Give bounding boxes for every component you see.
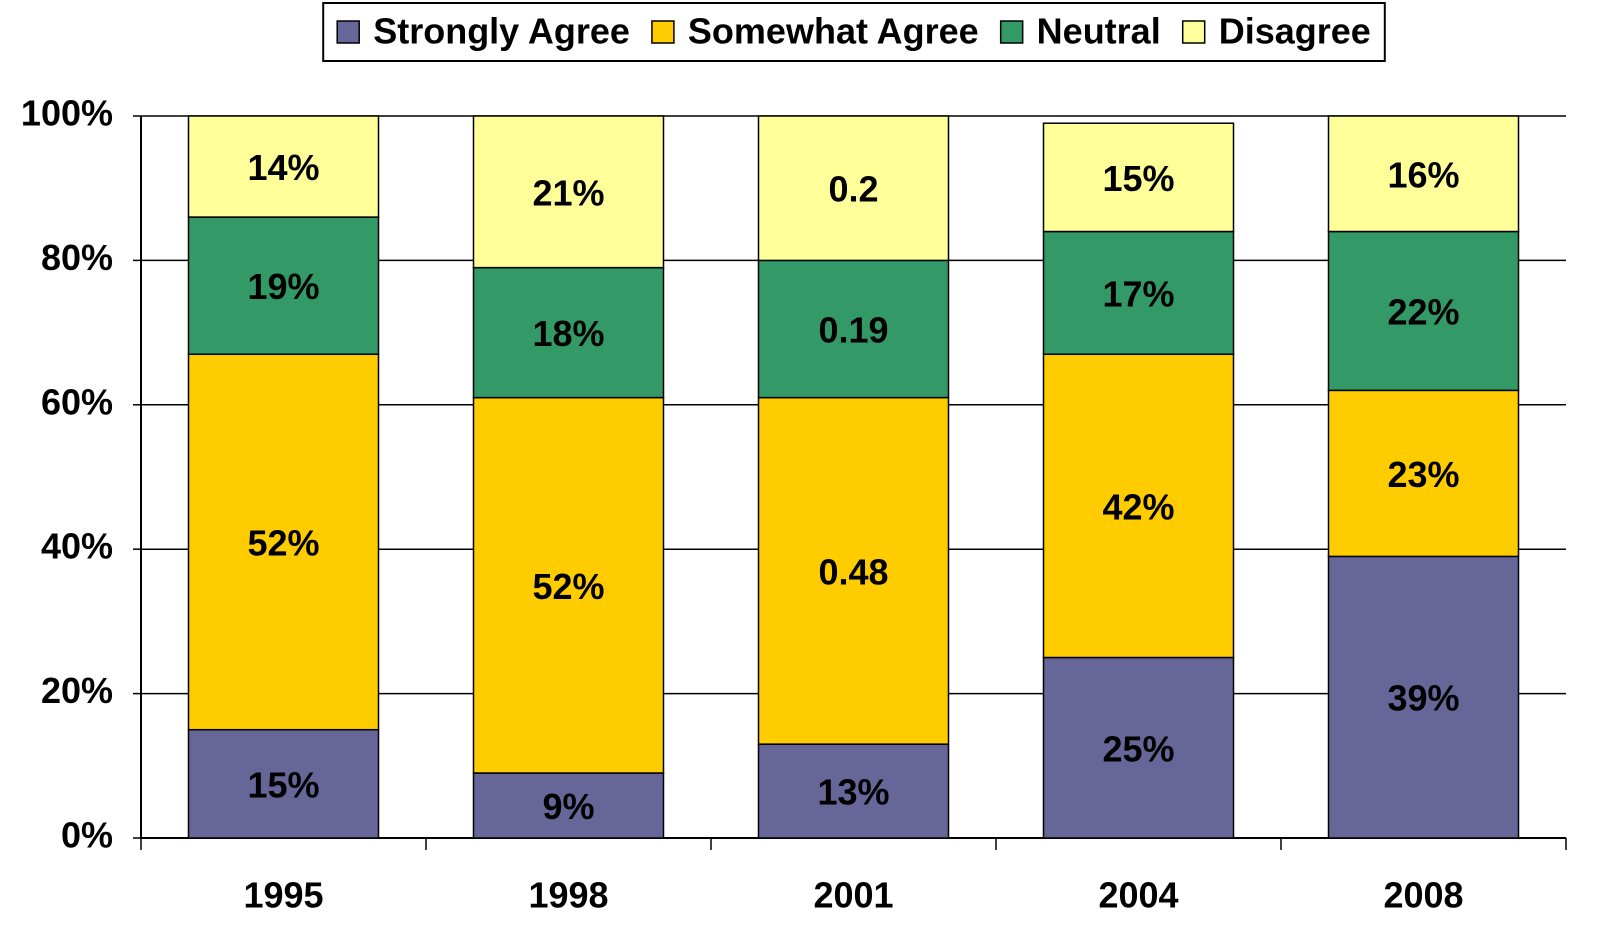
data-label: 13% bbox=[817, 772, 889, 813]
data-label: 39% bbox=[1387, 678, 1459, 719]
y-tick-label: 80% bbox=[41, 237, 113, 278]
bar-segment bbox=[187, 115, 380, 218]
bar-segment bbox=[472, 396, 665, 774]
legend-label: Disagree bbox=[1219, 11, 1371, 52]
legend-label: Strongly Agree bbox=[373, 11, 630, 52]
bar-segment bbox=[757, 115, 950, 262]
bar-segment bbox=[757, 743, 950, 839]
bar-segment bbox=[472, 266, 665, 399]
legend-swatch bbox=[999, 20, 1024, 44]
bar-segment bbox=[757, 259, 950, 399]
data-label: 52% bbox=[532, 566, 604, 607]
data-label: 9% bbox=[542, 786, 594, 827]
bar-segment bbox=[1042, 353, 1235, 659]
bar-segment bbox=[1042, 656, 1235, 839]
data-label: 0.19 bbox=[818, 310, 888, 351]
data-label: 22% bbox=[1387, 291, 1459, 332]
data-label: 15% bbox=[1102, 158, 1174, 199]
data-label: 25% bbox=[1102, 728, 1174, 769]
bar-segment bbox=[1327, 389, 1520, 558]
bar-segment bbox=[1327, 230, 1520, 392]
data-label: 18% bbox=[532, 313, 604, 354]
legend-swatch bbox=[1181, 20, 1206, 44]
data-label: 16% bbox=[1387, 154, 1459, 195]
bar-segment bbox=[1327, 555, 1520, 839]
data-label: 14% bbox=[247, 147, 319, 188]
y-tick-label: 100% bbox=[21, 93, 113, 134]
y-tick-label: 40% bbox=[41, 526, 113, 567]
y-tick-label: 20% bbox=[41, 670, 113, 711]
bar-segment bbox=[1327, 115, 1520, 233]
bar-segment bbox=[472, 115, 665, 269]
bar-segment bbox=[187, 728, 380, 839]
bar-segment bbox=[187, 353, 380, 731]
data-label: 15% bbox=[247, 764, 319, 805]
data-label: 0.48 bbox=[818, 551, 888, 592]
bar-segment bbox=[472, 772, 665, 839]
data-label: 21% bbox=[532, 172, 604, 213]
x-tick-label: 1998 bbox=[528, 875, 608, 916]
y-tick-label: 60% bbox=[41, 381, 113, 422]
legend-box bbox=[322, 2, 1386, 62]
data-label: 0.2 bbox=[828, 169, 878, 210]
legend-swatch bbox=[336, 20, 360, 44]
bar-segment bbox=[1042, 230, 1235, 356]
y-tick-label: 0% bbox=[61, 815, 113, 856]
data-label: 17% bbox=[1102, 273, 1174, 314]
x-tick-label: 2008 bbox=[1383, 875, 1463, 916]
data-label: 19% bbox=[247, 266, 319, 307]
x-tick-label: 2001 bbox=[813, 875, 893, 916]
data-label: 52% bbox=[247, 522, 319, 563]
bar-segment bbox=[1042, 122, 1235, 233]
x-tick-label: 1995 bbox=[243, 875, 323, 916]
x-tick-label: 2004 bbox=[1098, 875, 1178, 916]
legend-label: Somewhat Agree bbox=[688, 11, 979, 52]
data-label: 23% bbox=[1387, 454, 1459, 495]
bar-segment bbox=[757, 396, 950, 745]
data-label: 42% bbox=[1102, 486, 1174, 527]
legend-label: Neutral bbox=[1037, 11, 1161, 52]
legend-swatch bbox=[651, 20, 675, 44]
bar-segment bbox=[187, 216, 380, 356]
